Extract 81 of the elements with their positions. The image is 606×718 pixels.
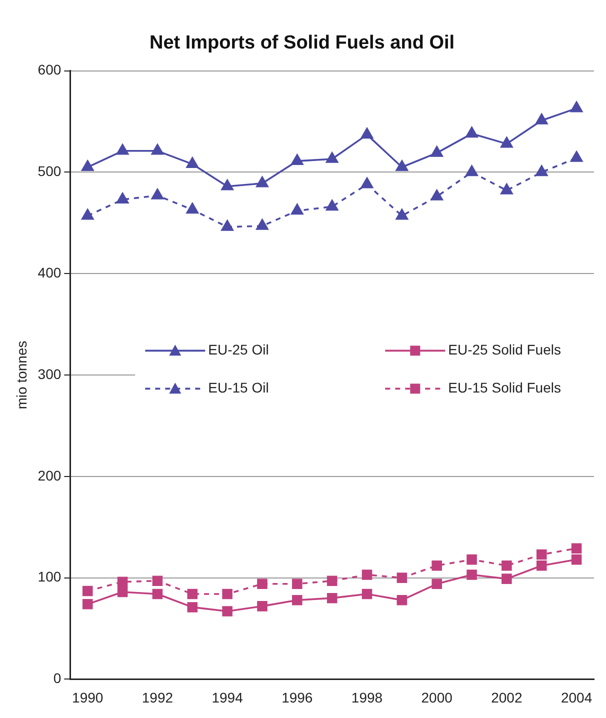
point (82, 160, 94, 172)
point (222, 606, 232, 616)
x-tick-label: 1992 (142, 689, 174, 706)
point (152, 576, 163, 586)
legend-label: EU-25 Solid Fuels (448, 342, 561, 358)
point (187, 588, 198, 600)
point (82, 599, 93, 610)
point (221, 220, 234, 231)
point (571, 554, 582, 565)
point (291, 204, 304, 215)
point (396, 572, 408, 583)
point (151, 188, 164, 200)
point (222, 588, 232, 600)
point (502, 560, 512, 571)
point (500, 136, 513, 148)
point (117, 576, 128, 587)
point (326, 152, 338, 163)
point (396, 208, 408, 220)
point (466, 570, 477, 580)
point (536, 560, 547, 571)
point (186, 202, 198, 214)
point (430, 190, 443, 200)
point (500, 184, 513, 194)
point (187, 602, 198, 612)
point (362, 570, 372, 580)
point (570, 101, 583, 112)
point (152, 588, 163, 600)
point (82, 208, 94, 220)
x-tick-label: 1994 (212, 689, 244, 706)
point (221, 179, 234, 190)
legend-label: EU-25 Oil (208, 342, 269, 358)
point (256, 219, 268, 230)
point (432, 560, 442, 571)
x-tick-label: 2004 (560, 689, 592, 706)
point (186, 157, 198, 168)
point (82, 586, 93, 596)
point (466, 126, 478, 138)
point (396, 160, 408, 172)
point (536, 114, 548, 124)
y-tick-label: 400 (38, 264, 62, 280)
point (117, 586, 128, 598)
x-tick-label: 1990 (72, 689, 104, 706)
point (257, 601, 268, 612)
x-tick-label: 1998 (351, 689, 383, 706)
point (257, 578, 268, 590)
point (536, 549, 547, 560)
x-tick-label: 2002 (491, 689, 522, 706)
y-axis-title: mio tonnes (13, 340, 30, 410)
point (502, 574, 512, 584)
point (536, 165, 548, 176)
legend-label: EU-15 Oil (208, 380, 269, 396)
chart-title: Net Imports of Solid Fuels and Oil (149, 32, 455, 54)
x-tick-label: 2000 (421, 689, 453, 706)
point (571, 543, 582, 554)
y-tick-label: 500 (38, 163, 62, 180)
point (396, 594, 408, 606)
y-tick-label: 200 (38, 467, 62, 484)
x-tick-label: 1996 (282, 689, 313, 706)
y-tick-label: 0 (53, 670, 62, 686)
point (116, 192, 129, 204)
point (116, 144, 129, 155)
point (151, 144, 164, 155)
y-tick-label: 300 (38, 366, 62, 382)
point (292, 578, 302, 590)
point (570, 151, 583, 162)
point (430, 146, 443, 157)
point (326, 576, 338, 586)
point (291, 154, 304, 165)
point (326, 592, 338, 604)
point (360, 128, 374, 139)
point (432, 578, 442, 590)
point (292, 594, 302, 606)
point (362, 588, 372, 600)
y-tick-label: 600 (38, 62, 62, 78)
y-tick-label: 100 (38, 568, 62, 585)
legend-label: EU-15 Solid Fuels (448, 380, 561, 396)
point (360, 177, 374, 188)
point (466, 554, 477, 565)
point (466, 165, 478, 176)
point (326, 200, 338, 211)
point (256, 176, 268, 188)
